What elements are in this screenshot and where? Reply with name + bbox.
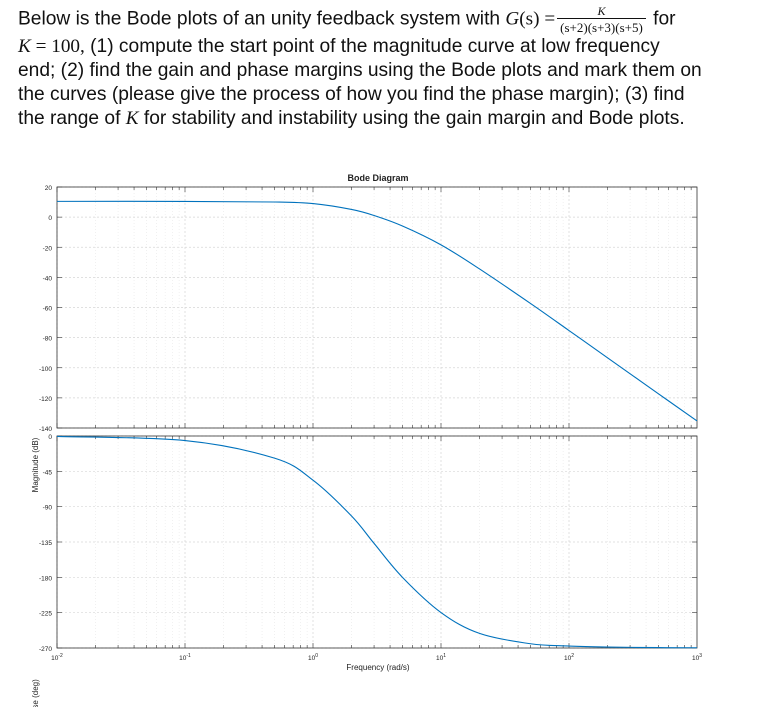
fraction-denominator: (s+2)(s+3)(s+5) xyxy=(557,18,646,35)
y-tick-label: -225 xyxy=(39,611,52,618)
x-tick-label: 102 xyxy=(564,653,574,662)
y-tick-label: -80 xyxy=(43,336,53,343)
problem-line-1: Below is the Bode plots of an unity feed… xyxy=(18,4,743,35)
problem-text: (1) compute the start point of the magni… xyxy=(84,36,660,57)
x-tick-label: 10-2 xyxy=(51,653,63,662)
x-tick-label: 10-1 xyxy=(179,653,191,662)
y-tick-label: 0 xyxy=(48,215,52,222)
problem-line-3: end; (2) find the gain and phase margins… xyxy=(18,60,702,81)
problem-text: for xyxy=(653,8,676,30)
math-s: (s) = xyxy=(519,8,556,30)
x-tick-label: 101 xyxy=(436,653,446,662)
phase-grid xyxy=(56,435,697,649)
math-K-value: = 100, xyxy=(30,36,85,57)
problem-statement: Below is the Bode plots of an unity feed… xyxy=(18,4,743,131)
y-tick-label: -100 xyxy=(39,366,52,373)
problem-line-4: the curves (please give the process of h… xyxy=(18,84,685,105)
y-tick-label: -20 xyxy=(43,245,53,252)
magnitude-curve xyxy=(56,200,698,422)
series-layer xyxy=(56,200,698,649)
math-G: G xyxy=(505,8,520,30)
transfer-function-fraction: K (s+2)(s+3)(s+5) xyxy=(557,4,646,35)
phase-curve xyxy=(56,435,698,649)
magnitude-grid xyxy=(56,186,697,429)
y-tick-label: -140 xyxy=(39,426,52,433)
y-tick-label: -180 xyxy=(39,575,52,582)
y-tick-label: -120 xyxy=(39,396,52,403)
y-tick-label: -40 xyxy=(43,275,53,282)
frequency-axis-label: Frequency (rad/s) xyxy=(346,663,409,672)
phase-frame xyxy=(56,435,698,649)
y-tick-label: -60 xyxy=(43,306,53,313)
y-tick-label: 0 xyxy=(48,434,52,441)
magnitude-axis: 20 0 -20 -40 -60 -80 -100 -120 -140 xyxy=(39,185,698,433)
phase-axis-label: Phase (deg) xyxy=(31,679,40,707)
problem-line-5: the range of K for stability and instabi… xyxy=(18,107,743,131)
frequency-axis: 10-2 10-1 100 101 102 103 xyxy=(51,653,702,662)
problem-text: Below is the Bode plots of an unity feed… xyxy=(18,8,506,30)
y-tick-label: -45 xyxy=(43,469,53,476)
magnitude-axis-label: Magnitude (dB) xyxy=(31,437,40,492)
problem-line-2: K = 100, (1) compute the start point of … xyxy=(18,35,743,59)
fraction-numerator: K xyxy=(597,4,606,18)
x-tick-label: 100 xyxy=(308,653,318,662)
problem-text: the range of xyxy=(18,108,126,129)
magnitude-frame xyxy=(56,186,698,429)
bode-diagram: Bode Diagram 20 0 -20 -40 -60 -80 -100 -120 -140… xyxy=(31,173,702,707)
math-K: K xyxy=(125,108,139,129)
problem-text: for stability and instability using the … xyxy=(138,108,685,129)
x-tick-label: 103 xyxy=(692,653,702,662)
y-tick-label: -90 xyxy=(43,505,53,512)
chart-title: Bode Diagram xyxy=(347,173,408,183)
y-tick-label: -135 xyxy=(39,540,52,547)
math-K: K xyxy=(18,36,31,57)
y-tick-label: 20 xyxy=(45,185,53,192)
y-tick-label: -270 xyxy=(39,646,52,653)
